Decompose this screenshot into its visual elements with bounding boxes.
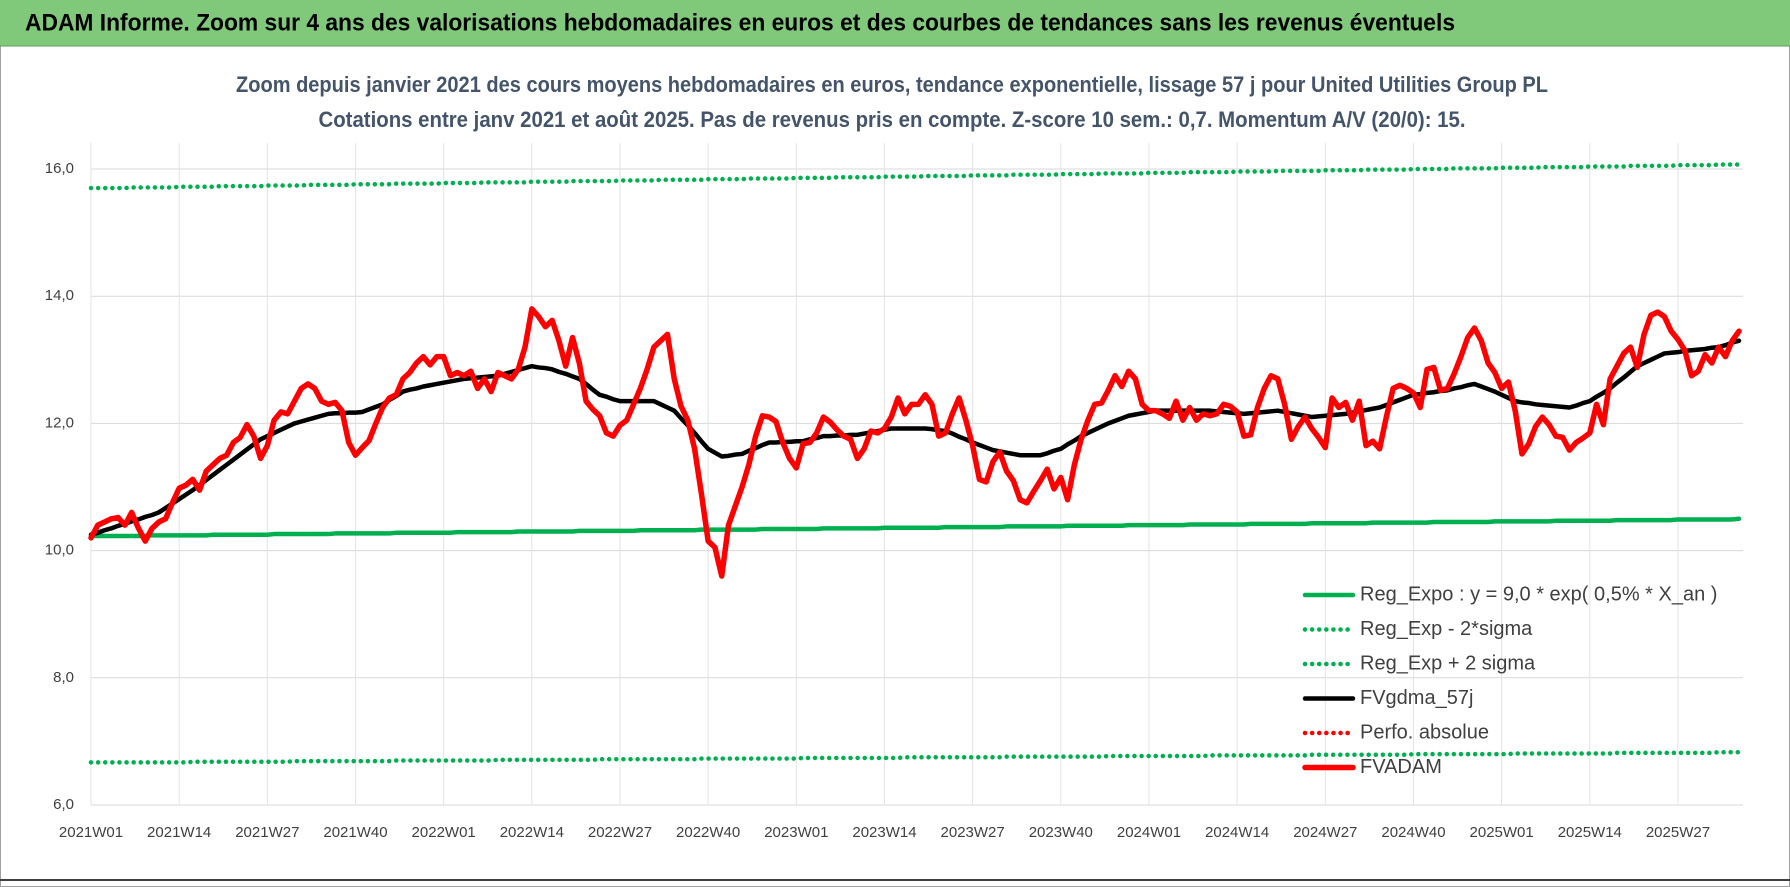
legend-label: Reg_Exp - 2*sigma: [1360, 618, 1533, 640]
x-tick-label: 2025W27: [1646, 824, 1710, 841]
y-tick-label: 14,0: [45, 287, 74, 304]
x-tick-label: 2022W27: [588, 824, 652, 841]
chart-title: Zoom depuis janvier 2021 des cours moyen…: [236, 72, 1548, 97]
x-tick-label: 2021W01: [59, 824, 123, 841]
header-bar: [0, 0, 1790, 46]
x-tick-label: 2021W14: [147, 824, 211, 841]
x-tick-label: 2025W01: [1470, 824, 1534, 841]
x-tick-label: 2025W14: [1558, 824, 1622, 841]
y-tick-label: 12,0: [45, 414, 74, 431]
x-tick-label: 2023W14: [852, 824, 916, 841]
series-line: [88, 516, 1742, 539]
page-title: ADAM Informe. Zoom sur 4 ans des valoris…: [25, 9, 1455, 36]
x-tick-label: 2021W27: [235, 824, 299, 841]
x-tick-label: 2023W27: [941, 824, 1005, 841]
x-tick-label: 2023W01: [764, 824, 828, 841]
series-line: [88, 162, 1742, 191]
legend-label: Reg_Expo : y = 9,0 * exp( 0,5% * X_an ): [1360, 583, 1717, 605]
x-tick-label: 2022W40: [676, 824, 740, 841]
x-tick-label: 2022W14: [500, 824, 564, 841]
x-tick-label: 2023W40: [1029, 824, 1093, 841]
x-tick-label: 2024W40: [1381, 824, 1445, 841]
series-line: [88, 306, 1742, 579]
series-line: [88, 338, 1742, 537]
x-tick-label: 2022W01: [412, 824, 476, 841]
legend-label: FVgdma_57j: [1360, 687, 1473, 709]
x-tick-label: 2024W14: [1205, 824, 1269, 841]
x-tick-label: 2021W40: [323, 824, 387, 841]
x-tick-label: 2024W27: [1293, 824, 1357, 841]
legend-label: Reg_Exp + 2 sigma: [1360, 652, 1536, 674]
y-tick-label: 10,0: [45, 542, 74, 559]
legend-label: Perfo. absolue: [1360, 721, 1489, 743]
chart-subtitle: Cotations entre janv 2021 et août 2025. …: [319, 107, 1466, 132]
y-tick-label: 16,0: [45, 160, 74, 177]
y-tick-label: 8,0: [53, 669, 74, 686]
y-tick-label: 6,0: [53, 796, 74, 813]
legend-label: FVADAM: [1360, 756, 1442, 778]
x-tick-label: 2024W01: [1117, 824, 1181, 841]
series-line: [88, 749, 1742, 765]
